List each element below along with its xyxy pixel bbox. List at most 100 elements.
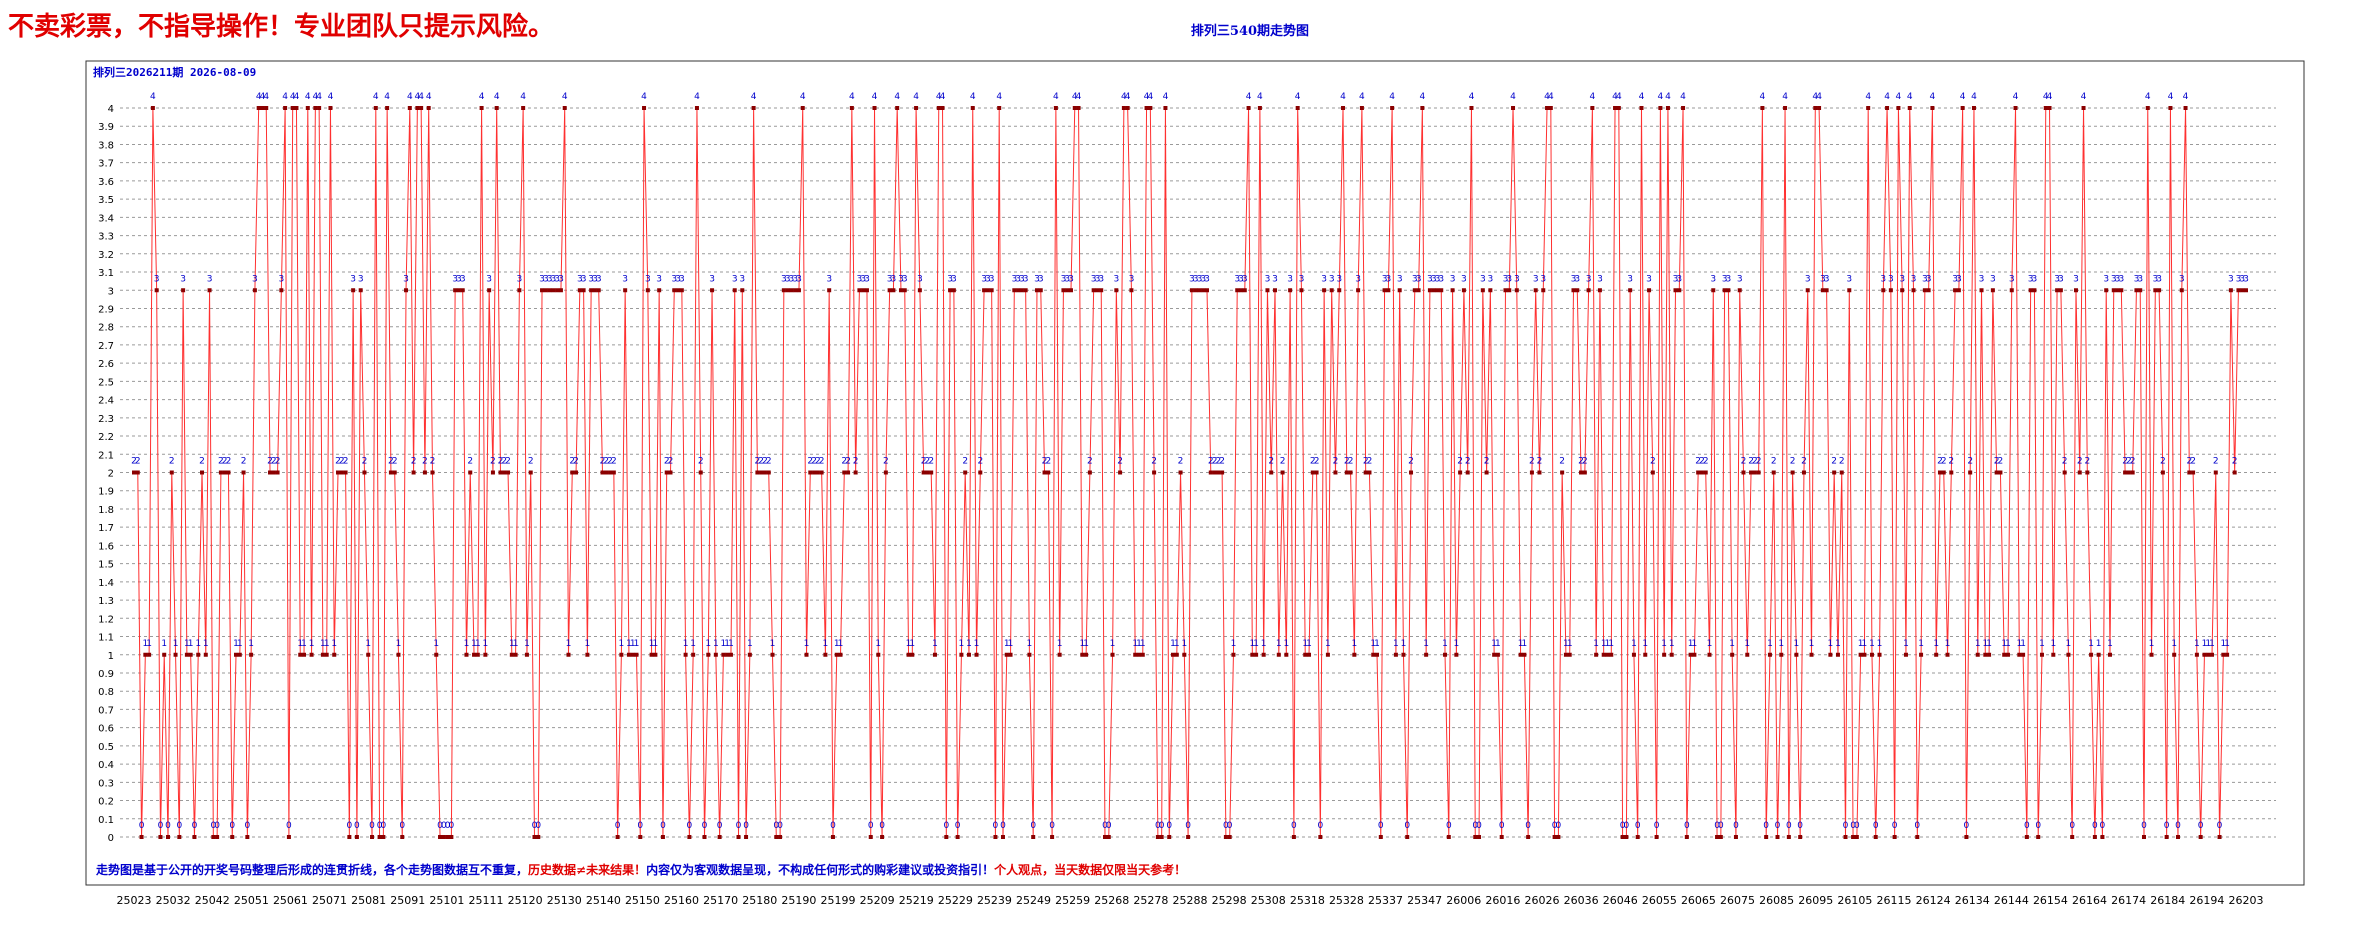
data-point bbox=[1046, 470, 1051, 475]
data-point bbox=[1911, 288, 1916, 293]
data-point-label: 3 bbox=[985, 274, 991, 284]
data-point-label: 0 bbox=[2035, 821, 2041, 831]
data-point-label: 2 bbox=[698, 457, 704, 467]
data-point bbox=[2032, 288, 2037, 293]
data-point bbox=[1635, 835, 1640, 839]
data-point-label: 1 bbox=[195, 639, 201, 649]
data-point bbox=[838, 652, 843, 657]
data-point bbox=[192, 835, 197, 839]
data-point bbox=[1480, 288, 1485, 293]
data-point-label: 4 bbox=[2047, 92, 2053, 102]
y-tick-label: 0 bbox=[108, 833, 114, 844]
x-axis-ticks: 25023 25032 25042 25051 25061 25071 25081 25091… bbox=[117, 894, 2264, 907]
data-point-label: 2 bbox=[1151, 457, 1157, 467]
data-point bbox=[1446, 835, 1451, 839]
data-point bbox=[1284, 652, 1289, 657]
data-point bbox=[551, 288, 556, 293]
x-tick-label: 25120 bbox=[508, 894, 543, 907]
data-point bbox=[2047, 106, 2052, 110]
data-point bbox=[1813, 106, 1818, 110]
data-point-label: 2 bbox=[977, 457, 983, 467]
data-point-label: 1 bbox=[728, 639, 734, 649]
data-point-label: 4 bbox=[1359, 92, 1365, 102]
data-point-label: 2 bbox=[841, 457, 847, 467]
data-point-label: 3 bbox=[1095, 274, 1101, 284]
data-point-label: 1 bbox=[1132, 639, 1138, 649]
data-point-label: 1 bbox=[1601, 639, 1607, 649]
data-point-label: 2 bbox=[1741, 457, 1747, 467]
data-point-label: 0 bbox=[955, 821, 961, 831]
data-point-label: 3 bbox=[2239, 274, 2245, 284]
data-point-label: 2 bbox=[339, 457, 345, 467]
data-point-label: 0 bbox=[192, 821, 198, 831]
data-point bbox=[1511, 106, 1516, 110]
data-point-label: 4 bbox=[1816, 92, 1822, 102]
data-point bbox=[2028, 288, 2033, 293]
data-point-label: 2 bbox=[1208, 457, 1214, 467]
data-point bbox=[1896, 106, 1901, 110]
data-point-label: 3 bbox=[1038, 274, 1044, 284]
data-point bbox=[1858, 652, 1863, 657]
data-point bbox=[589, 288, 594, 293]
data-point-label: 0 bbox=[777, 821, 783, 831]
data-point bbox=[1178, 470, 1183, 475]
data-point-label: 3 bbox=[1461, 274, 1467, 284]
x-tick-label: 25288 bbox=[1173, 894, 1208, 907]
data-point-label: 0 bbox=[1155, 821, 1161, 831]
data-point-label: 1 bbox=[1283, 639, 1289, 649]
data-point bbox=[1843, 835, 1848, 839]
data-point-label: 2 bbox=[815, 457, 821, 467]
data-point bbox=[1707, 652, 1712, 657]
data-point bbox=[1057, 652, 1062, 657]
data-point bbox=[434, 652, 439, 657]
data-point-label: 3 bbox=[1321, 274, 1327, 284]
x-tick-label: 25042 bbox=[195, 894, 230, 907]
data-point bbox=[2145, 106, 2150, 110]
data-point bbox=[506, 470, 511, 475]
data-point bbox=[2104, 288, 2109, 293]
x-tick-label: 25278 bbox=[1133, 894, 1168, 907]
data-point bbox=[1692, 652, 1697, 657]
data-point bbox=[1752, 470, 1757, 475]
data-point-label: 4 bbox=[294, 92, 300, 102]
data-point-label: 2 bbox=[2122, 457, 2128, 467]
data-point-label: 3 bbox=[1926, 274, 1932, 284]
x-tick-label: 25111 bbox=[469, 894, 504, 907]
data-point-label: 1 bbox=[619, 639, 625, 649]
data-point bbox=[237, 652, 242, 657]
data-point-label: 3 bbox=[1098, 274, 1104, 284]
data-point-label: 2 bbox=[1117, 457, 1123, 467]
data-point bbox=[804, 652, 809, 657]
data-point bbox=[1760, 106, 1765, 110]
data-point-label: 1 bbox=[1608, 639, 1614, 649]
data-point bbox=[218, 470, 223, 475]
data-point-label: 0 bbox=[1166, 821, 1172, 831]
y-tick-label: 2.9 bbox=[98, 304, 114, 315]
data-point bbox=[1869, 652, 1874, 657]
data-point-label: 3 bbox=[1540, 274, 1546, 284]
x-tick-label: 25229 bbox=[938, 894, 973, 907]
data-point bbox=[1937, 470, 1942, 475]
data-point-label: 2 bbox=[1212, 457, 1218, 467]
data-point-label: 0 bbox=[1317, 821, 1323, 831]
data-point-label: 2 bbox=[1537, 457, 1543, 467]
data-point-label: 1 bbox=[2220, 639, 2226, 649]
data-point-label: 2 bbox=[1801, 457, 1807, 467]
y-tick-label: 1.8 bbox=[98, 505, 114, 516]
data-point-label: 0 bbox=[736, 821, 742, 831]
data-point-label: 0 bbox=[1291, 821, 1297, 831]
data-point-label: 2 bbox=[1042, 457, 1048, 467]
data-point-label: 0 bbox=[717, 821, 723, 831]
data-point bbox=[419, 106, 424, 110]
data-point bbox=[1839, 470, 1844, 475]
data-point bbox=[1412, 288, 1417, 293]
y-axis-ticks: 0 0.1 0.2 0.3 0.4 0.5 0.6 0.7 0.8 0.9 1 1.1 1.2 1.3 1.… bbox=[98, 104, 114, 844]
data-point bbox=[1378, 835, 1383, 839]
series-markers bbox=[132, 106, 2248, 839]
data-point bbox=[1038, 288, 1043, 293]
data-point bbox=[626, 652, 631, 657]
x-tick-label: 25051 bbox=[234, 894, 269, 907]
data-point-label: 1 bbox=[2066, 639, 2072, 649]
data-point-label: 3 bbox=[1242, 274, 1248, 284]
data-point-label: 3 bbox=[1385, 274, 1391, 284]
